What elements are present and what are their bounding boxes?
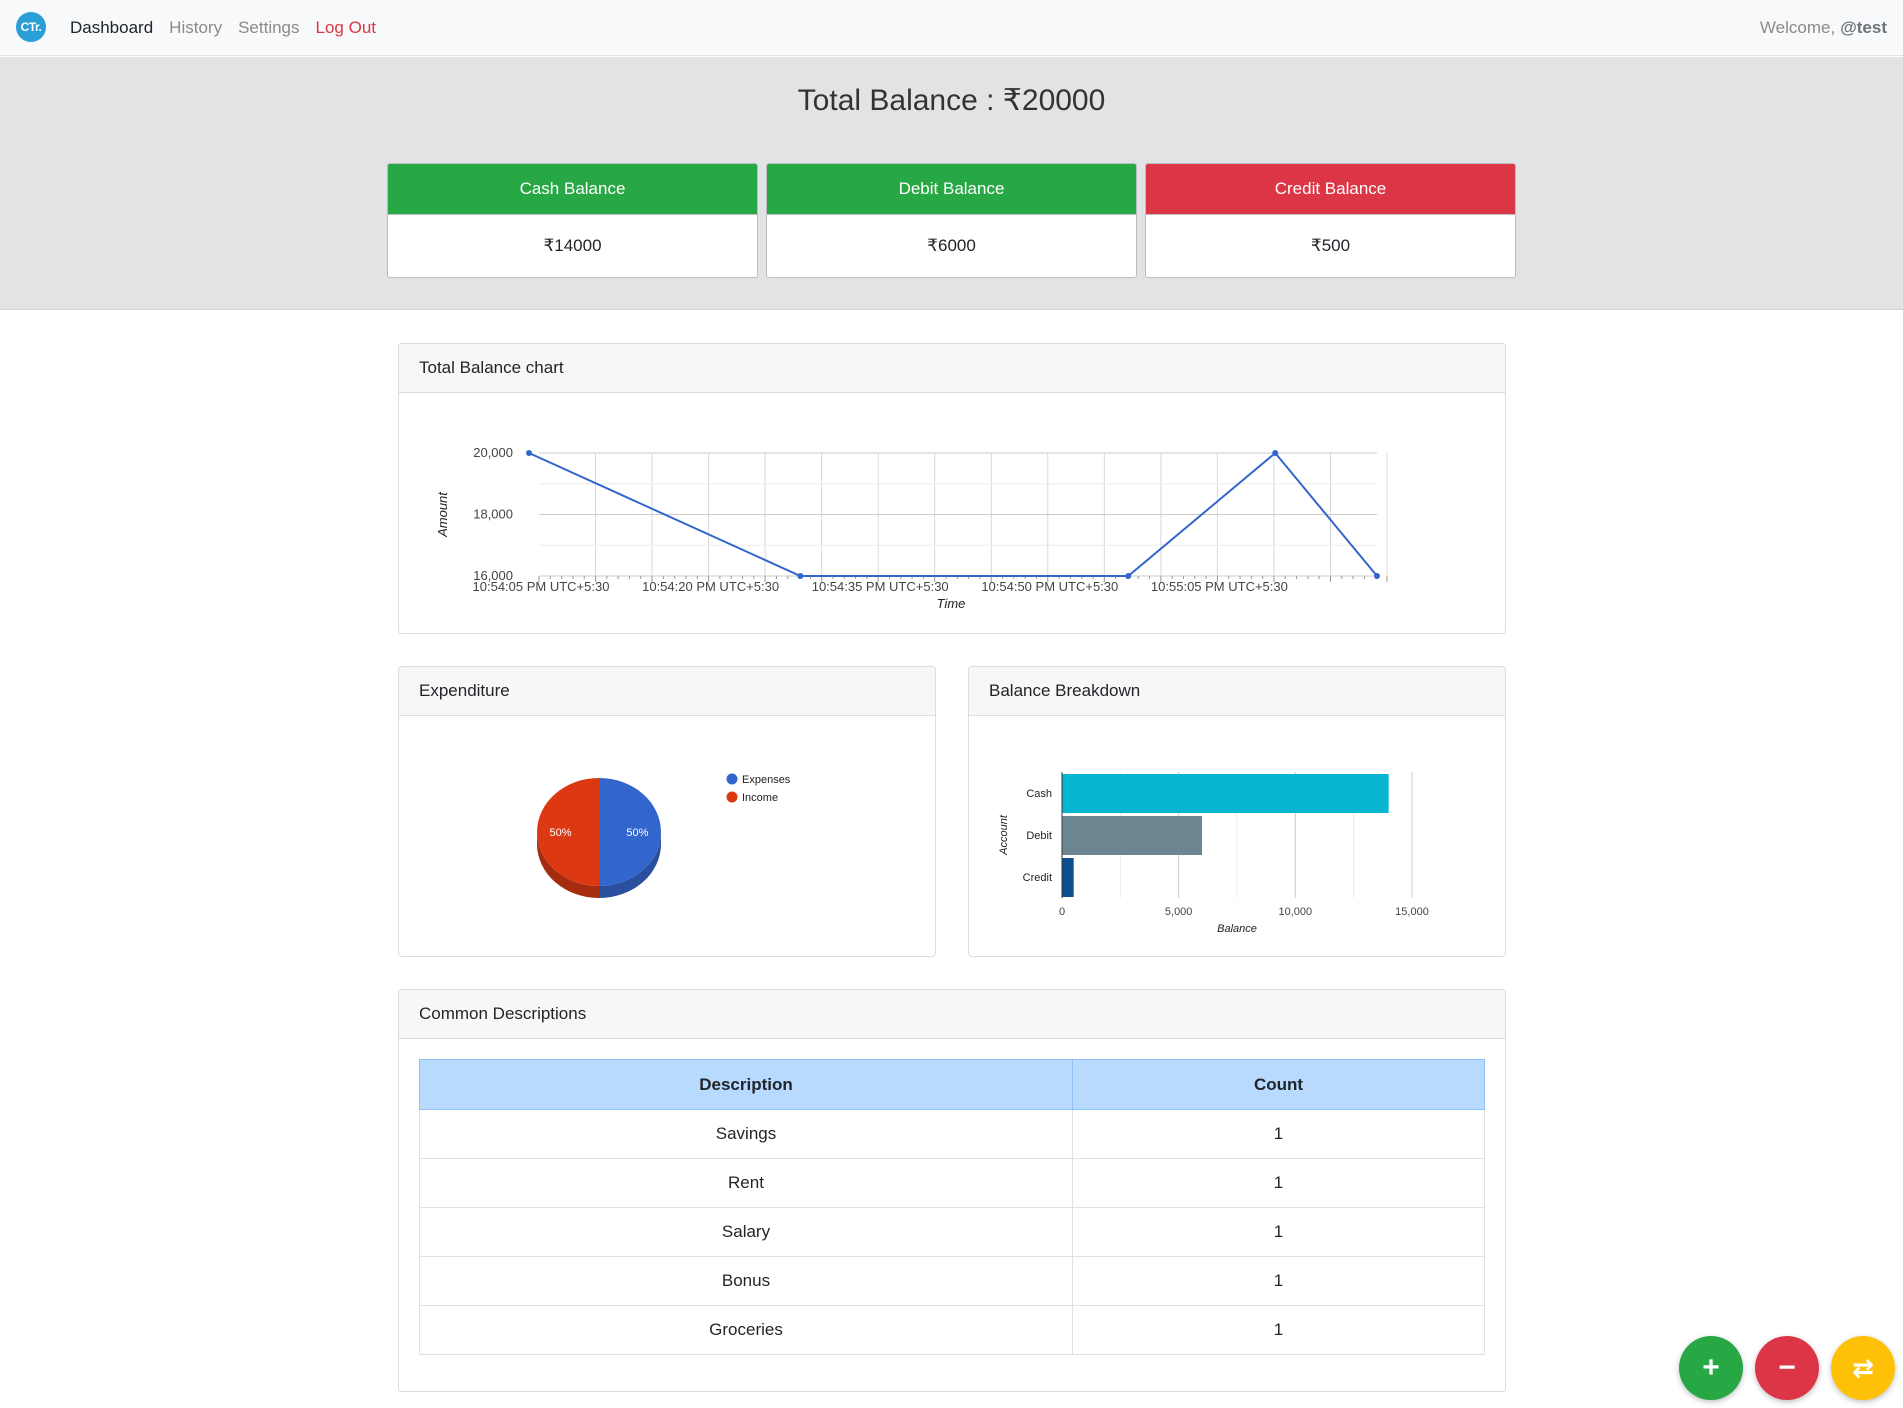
header-description: Description — [419, 1059, 1073, 1110]
table-row: Savings 1 — [419, 1109, 1485, 1159]
cell-count: 1 — [1072, 1207, 1485, 1257]
legend-label: Expenses — [742, 774, 791, 786]
x-tick-label: 5,000 — [1165, 906, 1193, 918]
username: @test — [1840, 18, 1887, 37]
data-point — [1125, 573, 1132, 579]
data-point — [526, 450, 532, 456]
cell-description: Groceries — [419, 1305, 1073, 1355]
pie-slice-label: 50% — [550, 827, 572, 839]
y-axis-title: Amount — [435, 491, 450, 538]
y-tick-label: 18,000 — [473, 507, 513, 522]
x-tick-label: 0 — [1059, 906, 1065, 918]
balance-breakdown-bar-chart: Cash Debit Credit 0 5,000 10,000 15,000 Balance… — [998, 772, 1429, 935]
data-point — [1272, 450, 1279, 456]
y-tick-label: Cash — [1026, 788, 1052, 800]
y-tick-label: 20,000 — [473, 445, 513, 460]
nav-links: Dashboard History Settings Log Out — [70, 0, 376, 56]
credit-balance-value: ₹500 — [1146, 214, 1515, 277]
balance-summary: Total Balance : ₹20000 Cash Balance ₹140… — [0, 57, 1903, 310]
table-row: Salary 1 — [419, 1207, 1485, 1257]
common-descriptions-title: Common Descriptions — [399, 990, 1505, 1039]
x-tick-label: 10:54:50 PM UTC+5:30 — [981, 579, 1118, 594]
x-tick-label: 10:54:35 PM UTC+5:30 — [812, 579, 949, 594]
y-axis-title: Account — [998, 814, 1010, 856]
x-tick-label: 10:54:20 PM UTC+5:30 — [642, 579, 779, 594]
cell-count: 1 — [1072, 1305, 1485, 1355]
descriptions-table: Description Count Savings 1 Rent 1 Salary 1… — [419, 1059, 1485, 1355]
welcome-text: Welcome, @test — [1760, 0, 1887, 56]
cell-description: Rent — [419, 1158, 1073, 1208]
table-row: Rent 1 — [419, 1158, 1485, 1208]
legend-swatch — [726, 773, 738, 785]
x-tick-label: 10:55:05 PM UTC+5:30 — [1151, 579, 1288, 594]
add-expense-button[interactable]: − — [1755, 1336, 1819, 1400]
cell-description: Bonus — [419, 1256, 1073, 1306]
cell-count: 1 — [1072, 1109, 1485, 1159]
x-tick-label: 15,000 — [1395, 906, 1429, 918]
expenditure-title: Expenditure — [399, 667, 935, 716]
nav-logout[interactable]: Log Out — [315, 18, 377, 37]
bar — [1062, 816, 1202, 855]
common-descriptions-card: Common Descriptions Description Count Sa… — [398, 989, 1506, 1392]
plus-icon: + — [1702, 1351, 1720, 1384]
add-income-button[interactable]: + — [1679, 1336, 1743, 1400]
cell-description: Salary — [419, 1207, 1073, 1257]
legend-label: Income — [742, 792, 778, 804]
x-tick-label: 10,000 — [1279, 906, 1313, 918]
cash-balance-header: Cash Balance — [388, 164, 757, 214]
header-count: Count — [1072, 1059, 1485, 1110]
x-axis-title: Balance — [1217, 923, 1257, 935]
nav-dashboard[interactable]: Dashboard — [70, 18, 154, 37]
y-tick-label: 16,000 — [473, 568, 513, 583]
transfer-icon: ⇄ — [1852, 1352, 1874, 1383]
debit-balance-value: ₹6000 — [767, 214, 1136, 277]
brand-logo[interactable]: CTr. — [16, 12, 46, 42]
legend-swatch — [726, 791, 738, 803]
total-balance-chart-card: Total Balance chart 16,000 18,000 20,000 10… — [398, 343, 1506, 634]
y-tick-label: Credit — [1023, 872, 1052, 884]
navbar: CTr. Dashboard History Settings Log Out … — [0, 0, 1903, 56]
nav-history[interactable]: History — [169, 18, 223, 37]
table-row: Groceries 1 — [419, 1305, 1485, 1355]
table-header-row: Description Count — [419, 1059, 1485, 1110]
pie-slice — [537, 778, 599, 886]
table-row: Bonus 1 — [419, 1256, 1485, 1306]
debit-balance-card: Debit Balance ₹6000 — [766, 163, 1137, 278]
cell-count: 1 — [1072, 1256, 1485, 1306]
expenditure-pie-chart: 50% 50% Expenses Income — [537, 773, 791, 898]
transfer-button[interactable]: ⇄ — [1831, 1336, 1895, 1400]
y-tick-label: Debit — [1026, 830, 1052, 842]
total-balance-line-chart: 16,000 18,000 20,000 10:54:05 PM UTC+5:30 10… — [435, 445, 1388, 611]
cell-count: 1 — [1072, 1158, 1485, 1208]
pie-slice-side — [537, 832, 599, 898]
total-balance-chart-title: Total Balance chart — [399, 344, 1505, 393]
pie-slice — [599, 778, 661, 886]
credit-balance-header: Credit Balance — [1146, 164, 1515, 214]
expenditure-card: Expenditure 50% 50% Expenses Income — [398, 666, 936, 957]
balance-breakdown-card: Balance Breakdown Cash Debit Credit 0 5,000 1… — [968, 666, 1506, 957]
pie-slice-label: 50% — [626, 827, 648, 839]
minus-icon: − — [1778, 1351, 1796, 1384]
total-balance-title: Total Balance : ₹20000 — [797, 84, 1106, 117]
pie-slice-side — [599, 832, 661, 898]
credit-balance-card: Credit Balance ₹500 — [1145, 163, 1516, 278]
balance-breakdown-title: Balance Breakdown — [969, 667, 1505, 716]
cell-description: Savings — [419, 1109, 1073, 1159]
data-point — [797, 573, 804, 579]
x-tick-label: 10:54:05 PM UTC+5:30 — [473, 579, 610, 594]
bar — [1062, 774, 1389, 813]
cash-balance-value: ₹14000 — [388, 214, 757, 277]
data-point — [1374, 573, 1380, 579]
debit-balance-header: Debit Balance — [767, 164, 1136, 214]
x-axis-title: Time — [937, 596, 966, 611]
bar — [1062, 858, 1074, 897]
nav-settings[interactable]: Settings — [238, 18, 300, 37]
welcome-label: Welcome, — [1759, 18, 1836, 37]
cash-balance-card: Cash Balance ₹14000 — [387, 163, 758, 278]
